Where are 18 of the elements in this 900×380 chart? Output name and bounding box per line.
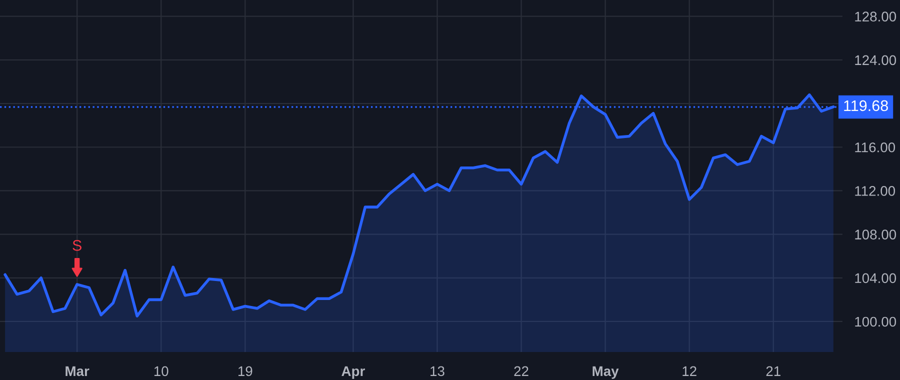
x-tick-label: 19 xyxy=(238,366,252,376)
y-tick-label: 124.00 xyxy=(855,55,896,66)
x-tick-label: 21 xyxy=(766,366,780,376)
y-tick-label: 128.00 xyxy=(855,12,896,22)
x-tick-label: Mar xyxy=(66,366,90,376)
x-tick-label: May xyxy=(592,366,619,379)
y-tick-label: 108.00 xyxy=(855,230,896,240)
y-tick-label: 112.00 xyxy=(855,186,896,196)
x-tick-label: 10 xyxy=(154,366,168,376)
x-tick-label: 13 xyxy=(430,366,444,376)
y-tick-label: 104.00 xyxy=(855,273,896,284)
y-tick-label: 100.00 xyxy=(855,316,896,327)
x-tick-label: 12 xyxy=(682,366,696,376)
annotation: S xyxy=(72,240,82,251)
x-tick-label: 22 xyxy=(514,366,528,376)
x-tick-label: Apr xyxy=(342,366,365,379)
y-tick-label: 116.00 xyxy=(855,142,896,152)
ref-line-label: 119.68 xyxy=(844,100,888,112)
